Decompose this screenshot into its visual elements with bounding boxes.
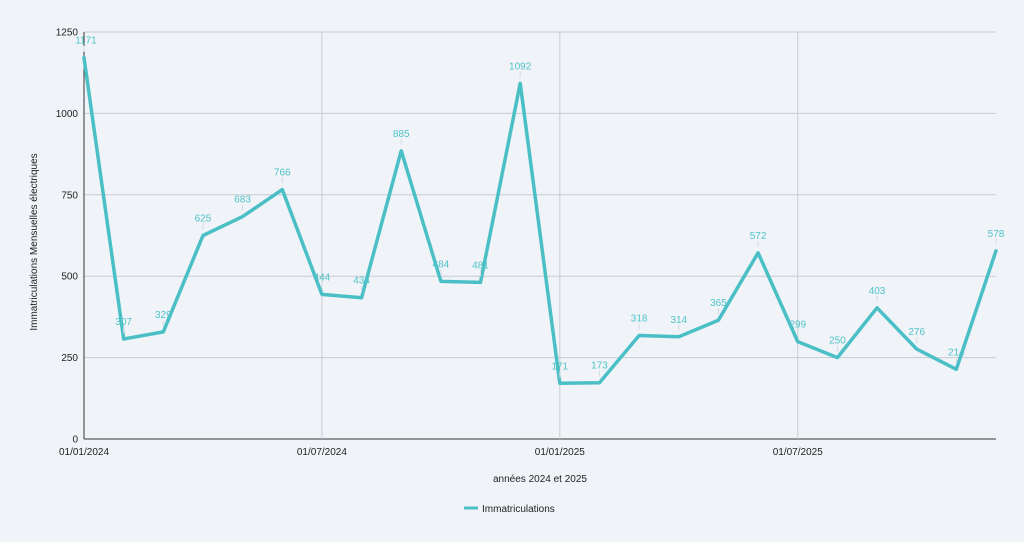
data-label: 403 bbox=[869, 286, 886, 297]
data-label: 365 bbox=[710, 298, 727, 309]
data-label: 329 bbox=[155, 310, 172, 321]
data-label: 307 bbox=[115, 317, 132, 328]
y-tick-label: 250 bbox=[61, 353, 78, 364]
data-label: 484 bbox=[433, 259, 450, 270]
data-label: 318 bbox=[631, 313, 648, 324]
data-label: 444 bbox=[314, 272, 331, 283]
y-tick-label: 500 bbox=[61, 272, 78, 283]
data-label: 1171 bbox=[75, 36, 97, 47]
data-label: 434 bbox=[353, 276, 370, 287]
y-tick-label: 0 bbox=[72, 435, 78, 446]
data-label: 250 bbox=[829, 336, 846, 347]
data-label: 314 bbox=[670, 315, 687, 326]
data-label: 572 bbox=[750, 231, 767, 242]
y-tick-label: 1000 bbox=[56, 109, 79, 120]
x-tick-label: 01/07/2025 bbox=[773, 447, 823, 458]
data-label: 766 bbox=[274, 168, 291, 179]
data-label: 1092 bbox=[509, 61, 532, 72]
grid bbox=[83, 31, 996, 440]
data-label: 683 bbox=[234, 195, 251, 206]
x-tick-label: 01/07/2024 bbox=[297, 447, 347, 458]
x-tick-label: 01/01/2024 bbox=[59, 447, 109, 458]
data-label: 481 bbox=[472, 260, 489, 271]
data-label: 299 bbox=[789, 320, 806, 331]
y-tick-label: 750 bbox=[61, 190, 78, 201]
series-layer bbox=[82, 55, 998, 386]
data-label: 171 bbox=[551, 361, 568, 372]
y-tick-label: 1250 bbox=[56, 28, 79, 39]
y-axis-title: Immatriculations Mensuelles électriques bbox=[29, 153, 40, 330]
data-label: 214 bbox=[948, 347, 965, 358]
x-tick-label: 01/01/2025 bbox=[535, 447, 585, 458]
legend: Immatriculations bbox=[464, 504, 555, 515]
series-line-immatriculations bbox=[82, 55, 998, 386]
data-label: 885 bbox=[393, 129, 410, 140]
data-label: 625 bbox=[195, 214, 212, 225]
data-label: 276 bbox=[908, 327, 925, 338]
axes: 0 250 500 750 1000 1250 01/01/2024 01/07/2024 01… bbox=[56, 28, 823, 459]
data-label: 173 bbox=[591, 361, 608, 372]
data-labels: 1171 307 329 625 683 766 444 434 885 484 481 1092 17… bbox=[75, 36, 1005, 378]
data-label: 578 bbox=[988, 229, 1005, 240]
legend-label: Immatriculations bbox=[482, 504, 555, 515]
x-axis-title: années 2024 et 2025 bbox=[493, 474, 587, 485]
